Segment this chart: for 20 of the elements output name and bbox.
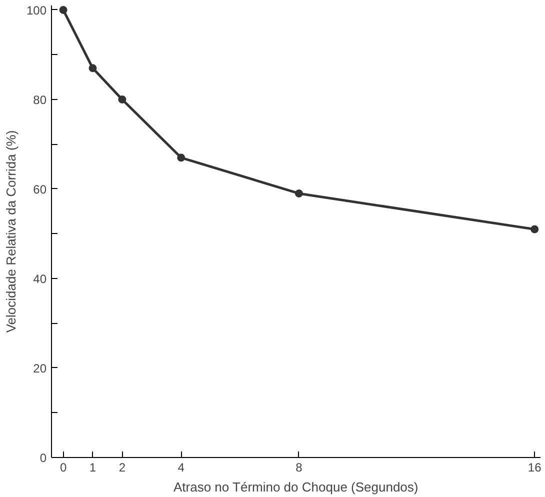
point [530, 225, 539, 234]
y-axis-title: Velocidade Relativa da Corrida (%) [3, 130, 18, 333]
x-tick-label: 1 [89, 460, 96, 474]
y-tick-label: 20 [33, 361, 47, 376]
y-tick-label: 0 [40, 451, 47, 465]
point [177, 154, 186, 162]
y-tick-label: 60 [33, 182, 47, 196]
point [118, 95, 126, 104]
y-tick-label: 100 [26, 3, 47, 18]
x-tick-label: 2 [118, 460, 126, 474]
point [88, 64, 97, 72]
point [59, 6, 68, 14]
x-tick-label: 0 [60, 460, 67, 474]
y-tick-label: 80 [33, 92, 47, 107]
x-tick-label: 4 [178, 460, 185, 474]
x-axis-title: Atraso no Término do Choque (Segundos) [174, 480, 418, 494]
y-tick-label: 40 [33, 272, 47, 286]
x-tick-label: 8 [296, 460, 303, 474]
point [294, 189, 303, 198]
x-tick-label: 16 [528, 460, 542, 474]
